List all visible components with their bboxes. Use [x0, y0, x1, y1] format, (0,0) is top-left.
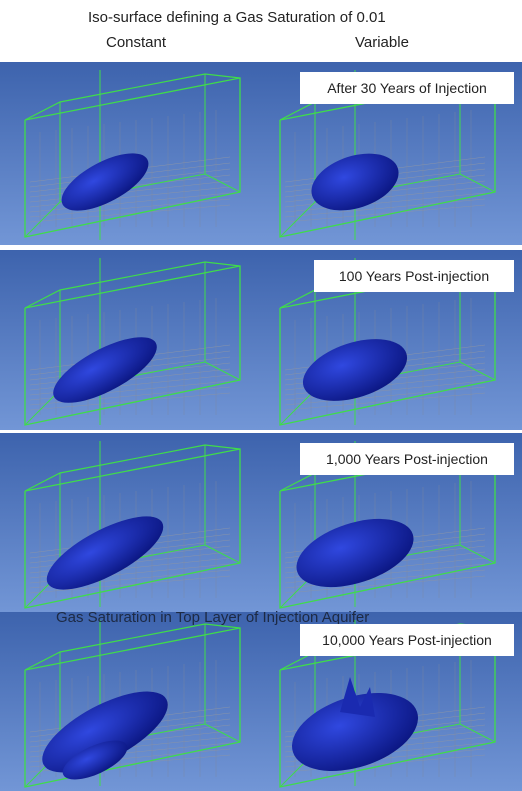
panel-label: 10,000 Years Post-injection — [300, 624, 514, 656]
panel-label: 1,000 Years Post-injection — [300, 443, 514, 475]
panel-label: 100 Years Post-injection — [314, 260, 514, 292]
panels-art — [0, 0, 522, 791]
figure: Iso-surface defining a Gas Saturation of… — [0, 0, 522, 791]
panel-label: After 30 Years of Injection — [300, 72, 514, 104]
